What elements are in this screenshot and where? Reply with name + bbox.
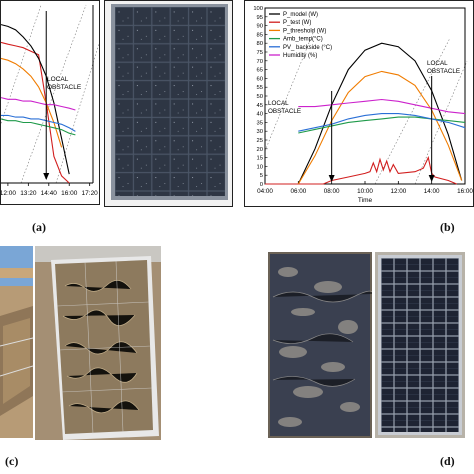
series-line-b-3 — [298, 116, 466, 134]
legend-label-b-2: P_threshold (W) — [283, 28, 326, 34]
y-tick-label-b-6: 30 — [257, 129, 263, 135]
dusty-panel-photo-right — [35, 246, 161, 440]
x-tick-label-a-0: 12:00 — [1, 190, 16, 197]
series-line-a-5 — [1, 118, 76, 136]
x-tick-label-a-2: 14:40 — [41, 190, 58, 197]
x-tick-label-b-6: 16:00 — [457, 188, 473, 195]
chart-b-frame: 0 5 10 15 20 25 30 35 40 45 50 55 60 65 70 75 80 85 90 95 10… — [244, 0, 474, 207]
y-tick-label-b-5: 25 — [257, 138, 263, 144]
legend-label-b-0: P_model (W) — [283, 12, 318, 18]
y-tick-label-b-9: 45 — [257, 103, 263, 109]
y-tick-label-b-0: 0 — [260, 182, 263, 188]
series-line-a-3 — [1, 97, 76, 111]
y-tick-label-b-4: 20 — [257, 147, 263, 153]
x-tick-label-a-1: 13:20 — [20, 190, 37, 197]
chart-b: 0 5 10 15 20 25 30 35 40 45 50 55 60 65 70 75 80 85 90 95 10… — [253, 6, 473, 204]
y-tick-label-b-3: 15 — [257, 156, 263, 162]
obstacle-arrow-b-1 — [428, 175, 435, 182]
chart-a: 12:00 13:20 14:40 16:00 17:20 LOCAL OBSTACLE — [1, 4, 99, 197]
dusty-panel-photo-left — [0, 246, 33, 438]
y-tick-label-b-13: 65 — [257, 68, 263, 74]
solar-panel-photo-a — [104, 0, 233, 207]
x-tick-label-b-4: 12:00 — [390, 188, 406, 195]
series-line-b-4 — [298, 113, 466, 132]
guide-line-a-1 — [20, 4, 87, 184]
legend-label-b-1: P_test (W) — [283, 20, 311, 26]
y-tick-label-b-14: 70 — [257, 59, 263, 65]
x-tick-label-b-5: 14:00 — [424, 188, 440, 195]
series-line-a-4 — [1, 114, 76, 132]
series-line-b-2 — [297, 70, 463, 185]
y-tick-label-b-2: 10 — [257, 164, 263, 170]
y-tick-label-b-1: 5 — [260, 173, 263, 179]
series-line-a-1 — [1, 24, 70, 175]
guide-line-b-0 — [264, 27, 316, 152]
x-tick-label-a-3: 16:00 — [61, 190, 78, 197]
clean-panel-photo — [375, 252, 465, 438]
series-line-b-0 — [297, 42, 463, 185]
x-tick-label-b-1: 06:00 — [290, 188, 306, 195]
panel-label-c: (c) — [5, 454, 19, 468]
x-axis-label-b: Time — [358, 197, 373, 204]
y-tick-label-b-8: 40 — [257, 112, 263, 118]
y-tick-label-b-16: 80 — [257, 41, 263, 47]
guide-line-b-2 — [414, 60, 468, 185]
dirty-panel-photo — [268, 252, 372, 438]
x-tick-label-b-2: 08:00 — [324, 188, 340, 195]
annotation-local-obstacle-a: LOCAL OBSTACLE — [47, 76, 82, 91]
y-tick-label-b-10: 50 — [257, 94, 263, 100]
y-tick-label-b-7: 35 — [257, 120, 263, 126]
series-line-b-5 — [298, 98, 466, 115]
panel-label-d: (d) — [440, 454, 455, 468]
y-tick-label-b-20: 100 — [253, 6, 263, 12]
y-tick-label-b-19: 95 — [257, 15, 263, 21]
x-tick-label-b-3: 10:00 — [357, 188, 373, 195]
obstacle-arrow-a — [43, 173, 50, 180]
panel-label-a: (a) — [32, 220, 46, 234]
annotation-local-obstacle-b-0: LOCAL OBSTACLE — [268, 100, 301, 115]
x-tick-label-b-0: 04:00 — [257, 188, 273, 195]
legend-label-b-4: PV_ backside (°C) — [283, 45, 332, 51]
y-tick-label-b-12: 60 — [257, 76, 263, 82]
series-line-a-0 — [1, 41, 70, 184]
legend-label-b-5: Humidity (%) — [283, 53, 317, 59]
chart-a-frame: 12:00 13:20 14:40 16:00 17:20 LOCAL OBSTACLE — [0, 0, 100, 205]
y-tick-label-b-18: 90 — [257, 24, 263, 30]
obstacle-arrow-b-0 — [328, 175, 335, 182]
x-tick-label-a-4: 17:20 — [82, 190, 99, 197]
y-tick-label-b-17: 85 — [257, 32, 263, 38]
panel-label-b: (b) — [440, 220, 455, 234]
annotation-local-obstacle-b-1: LOCAL OBSTACLE — [427, 60, 460, 75]
y-tick-label-b-11: 55 — [257, 85, 263, 91]
series-line-b-1 — [265, 155, 457, 185]
guide-line-b-1 — [374, 37, 451, 185]
guide-line-a-0 — [1, 4, 42, 125]
y-tick-label-b-15: 75 — [257, 50, 263, 56]
series-line-a-2 — [1, 57, 63, 148]
legend-label-b-3: Amb_temp(°C) — [283, 37, 323, 43]
